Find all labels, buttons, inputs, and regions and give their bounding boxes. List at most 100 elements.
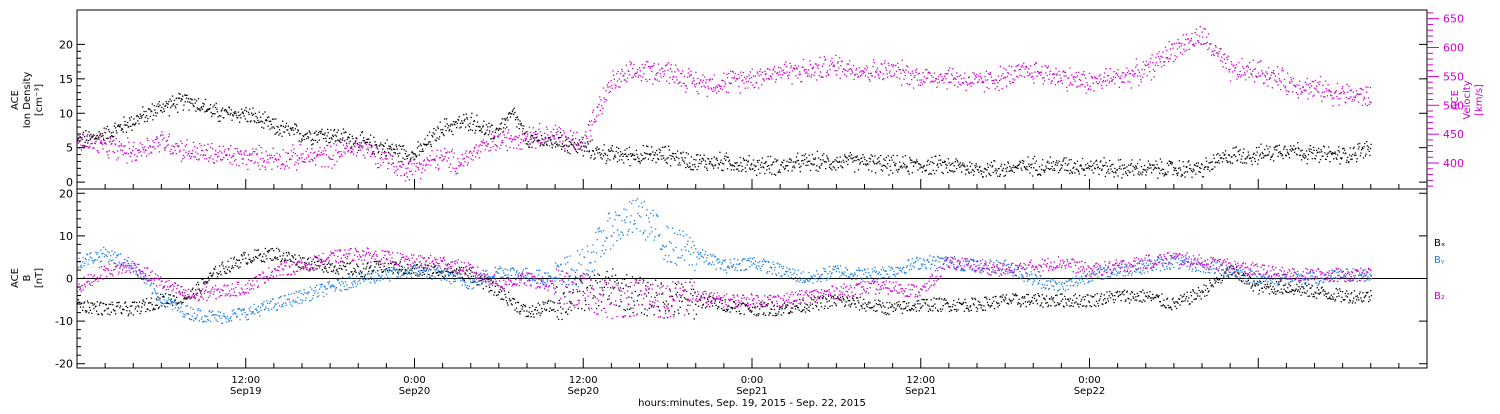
data-point [1141,69,1142,70]
data-point [274,128,275,129]
data-point [740,157,741,158]
data-point [118,146,119,147]
data-point [685,91,686,92]
data-point [581,150,582,151]
data-point [197,153,198,154]
data-point [967,83,968,84]
data-point [496,145,497,146]
data-point [1226,160,1227,161]
data-point [1346,160,1347,161]
data-point [403,145,404,146]
data-point [635,159,636,160]
data-point [456,168,457,169]
data-point [260,158,261,159]
data-point [930,81,931,82]
data-point [188,98,189,99]
data-point [544,133,545,134]
data-point [991,162,992,163]
data-point [1255,155,1256,156]
data-point [460,123,461,124]
data-point [208,276,209,277]
data-point [1283,149,1284,150]
data-point [243,158,244,159]
data-point [890,70,891,71]
data-point [442,156,443,157]
data-point [924,76,925,77]
data-point [1361,149,1362,150]
data-point [1054,74,1055,75]
data-point [186,97,187,98]
data-point [1227,59,1228,60]
data-point [486,146,487,147]
data-point [995,88,996,89]
data-point [859,72,860,73]
data-point [169,115,170,116]
data-point [1050,168,1051,169]
data-point [950,82,951,83]
data-point [329,267,330,268]
data-point [523,310,524,311]
data-point [1329,91,1330,92]
data-point [960,75,961,76]
data-point [1199,167,1200,168]
data-point [759,173,760,174]
data-point [666,162,667,163]
data-point [852,158,853,159]
data-point [1022,65,1023,66]
data-point [810,170,811,171]
data-point [616,85,617,86]
data-point [268,162,269,163]
data-point [1109,81,1110,82]
data-point [1112,171,1113,172]
data-point [370,265,371,266]
data-point [106,304,107,305]
data-point [683,161,684,162]
data-point [840,156,841,157]
data-point [1108,169,1109,170]
data-point [1070,170,1071,171]
data-point [405,269,406,270]
data-point [806,157,807,158]
data-point [585,134,586,135]
data-point [332,271,333,272]
data-point [698,93,699,94]
data-point [216,109,217,110]
data-point [1108,82,1109,83]
data-point [454,269,455,270]
data-point [516,126,517,127]
data-point [859,163,860,164]
data-point [1054,170,1055,171]
data-point [80,306,81,307]
data-point [1283,70,1284,71]
data-point [1045,166,1046,167]
data-point [1215,47,1216,48]
data-point [915,72,916,73]
data-point [585,300,586,301]
data-point [1345,152,1346,153]
data-point [540,315,541,316]
data-point [883,158,884,159]
data-point [420,265,421,266]
data-point [1129,81,1130,82]
data-point [1296,84,1297,85]
data-point [466,117,467,118]
data-point [610,287,611,288]
data-point [1175,59,1176,60]
data-point [1000,79,1001,80]
data-point [1183,166,1184,167]
data-point [466,156,467,157]
data-point [550,300,551,301]
data-point [1124,167,1125,168]
data-point [319,147,320,148]
data-point [708,158,709,159]
data-point [743,72,744,73]
data-point [1077,86,1078,87]
data-point [636,154,637,155]
data-point [1227,161,1228,162]
data-point [621,301,622,302]
data-point [607,299,608,300]
data-point [174,150,175,151]
data-point [321,260,322,261]
data-point [705,160,706,161]
data-point [512,139,513,140]
